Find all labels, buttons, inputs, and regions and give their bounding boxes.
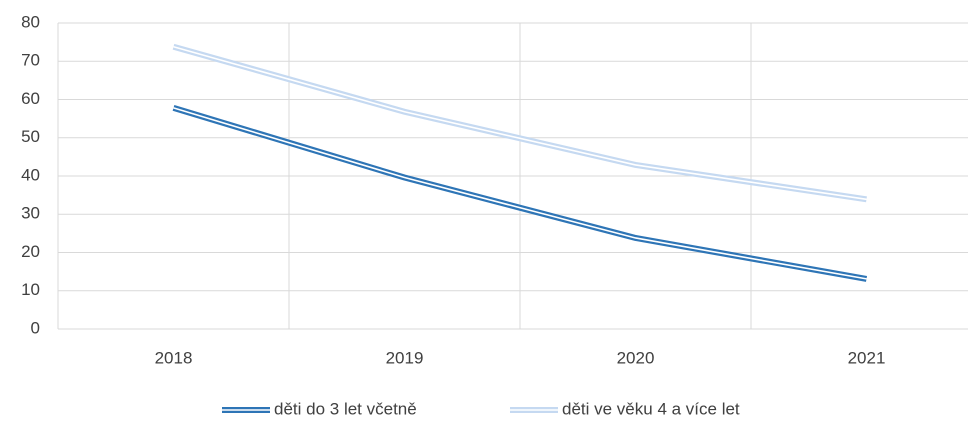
x-tick-label: 2021: [848, 348, 886, 367]
y-tick-label: 70: [21, 51, 40, 70]
series-line-inner: [173, 107, 867, 280]
y-tick-label: 80: [21, 12, 40, 31]
y-tick-label: 60: [21, 89, 40, 108]
legend-label: děti ve věku 4 a více let: [562, 399, 740, 418]
y-tick-label: 50: [21, 127, 40, 146]
legend-label: děti do 3 let včetně: [274, 399, 417, 418]
y-tick-label: 10: [21, 280, 40, 299]
x-tick-label: 2020: [617, 348, 655, 367]
y-tick-label: 0: [31, 318, 40, 337]
series-line-inner: [173, 45, 867, 201]
x-tick-label: 2019: [386, 348, 424, 367]
y-tick-label: 20: [21, 242, 40, 261]
y-tick-label: 30: [21, 204, 40, 223]
y-tick-label: 40: [21, 165, 40, 184]
x-tick-label: 2018: [155, 348, 193, 367]
